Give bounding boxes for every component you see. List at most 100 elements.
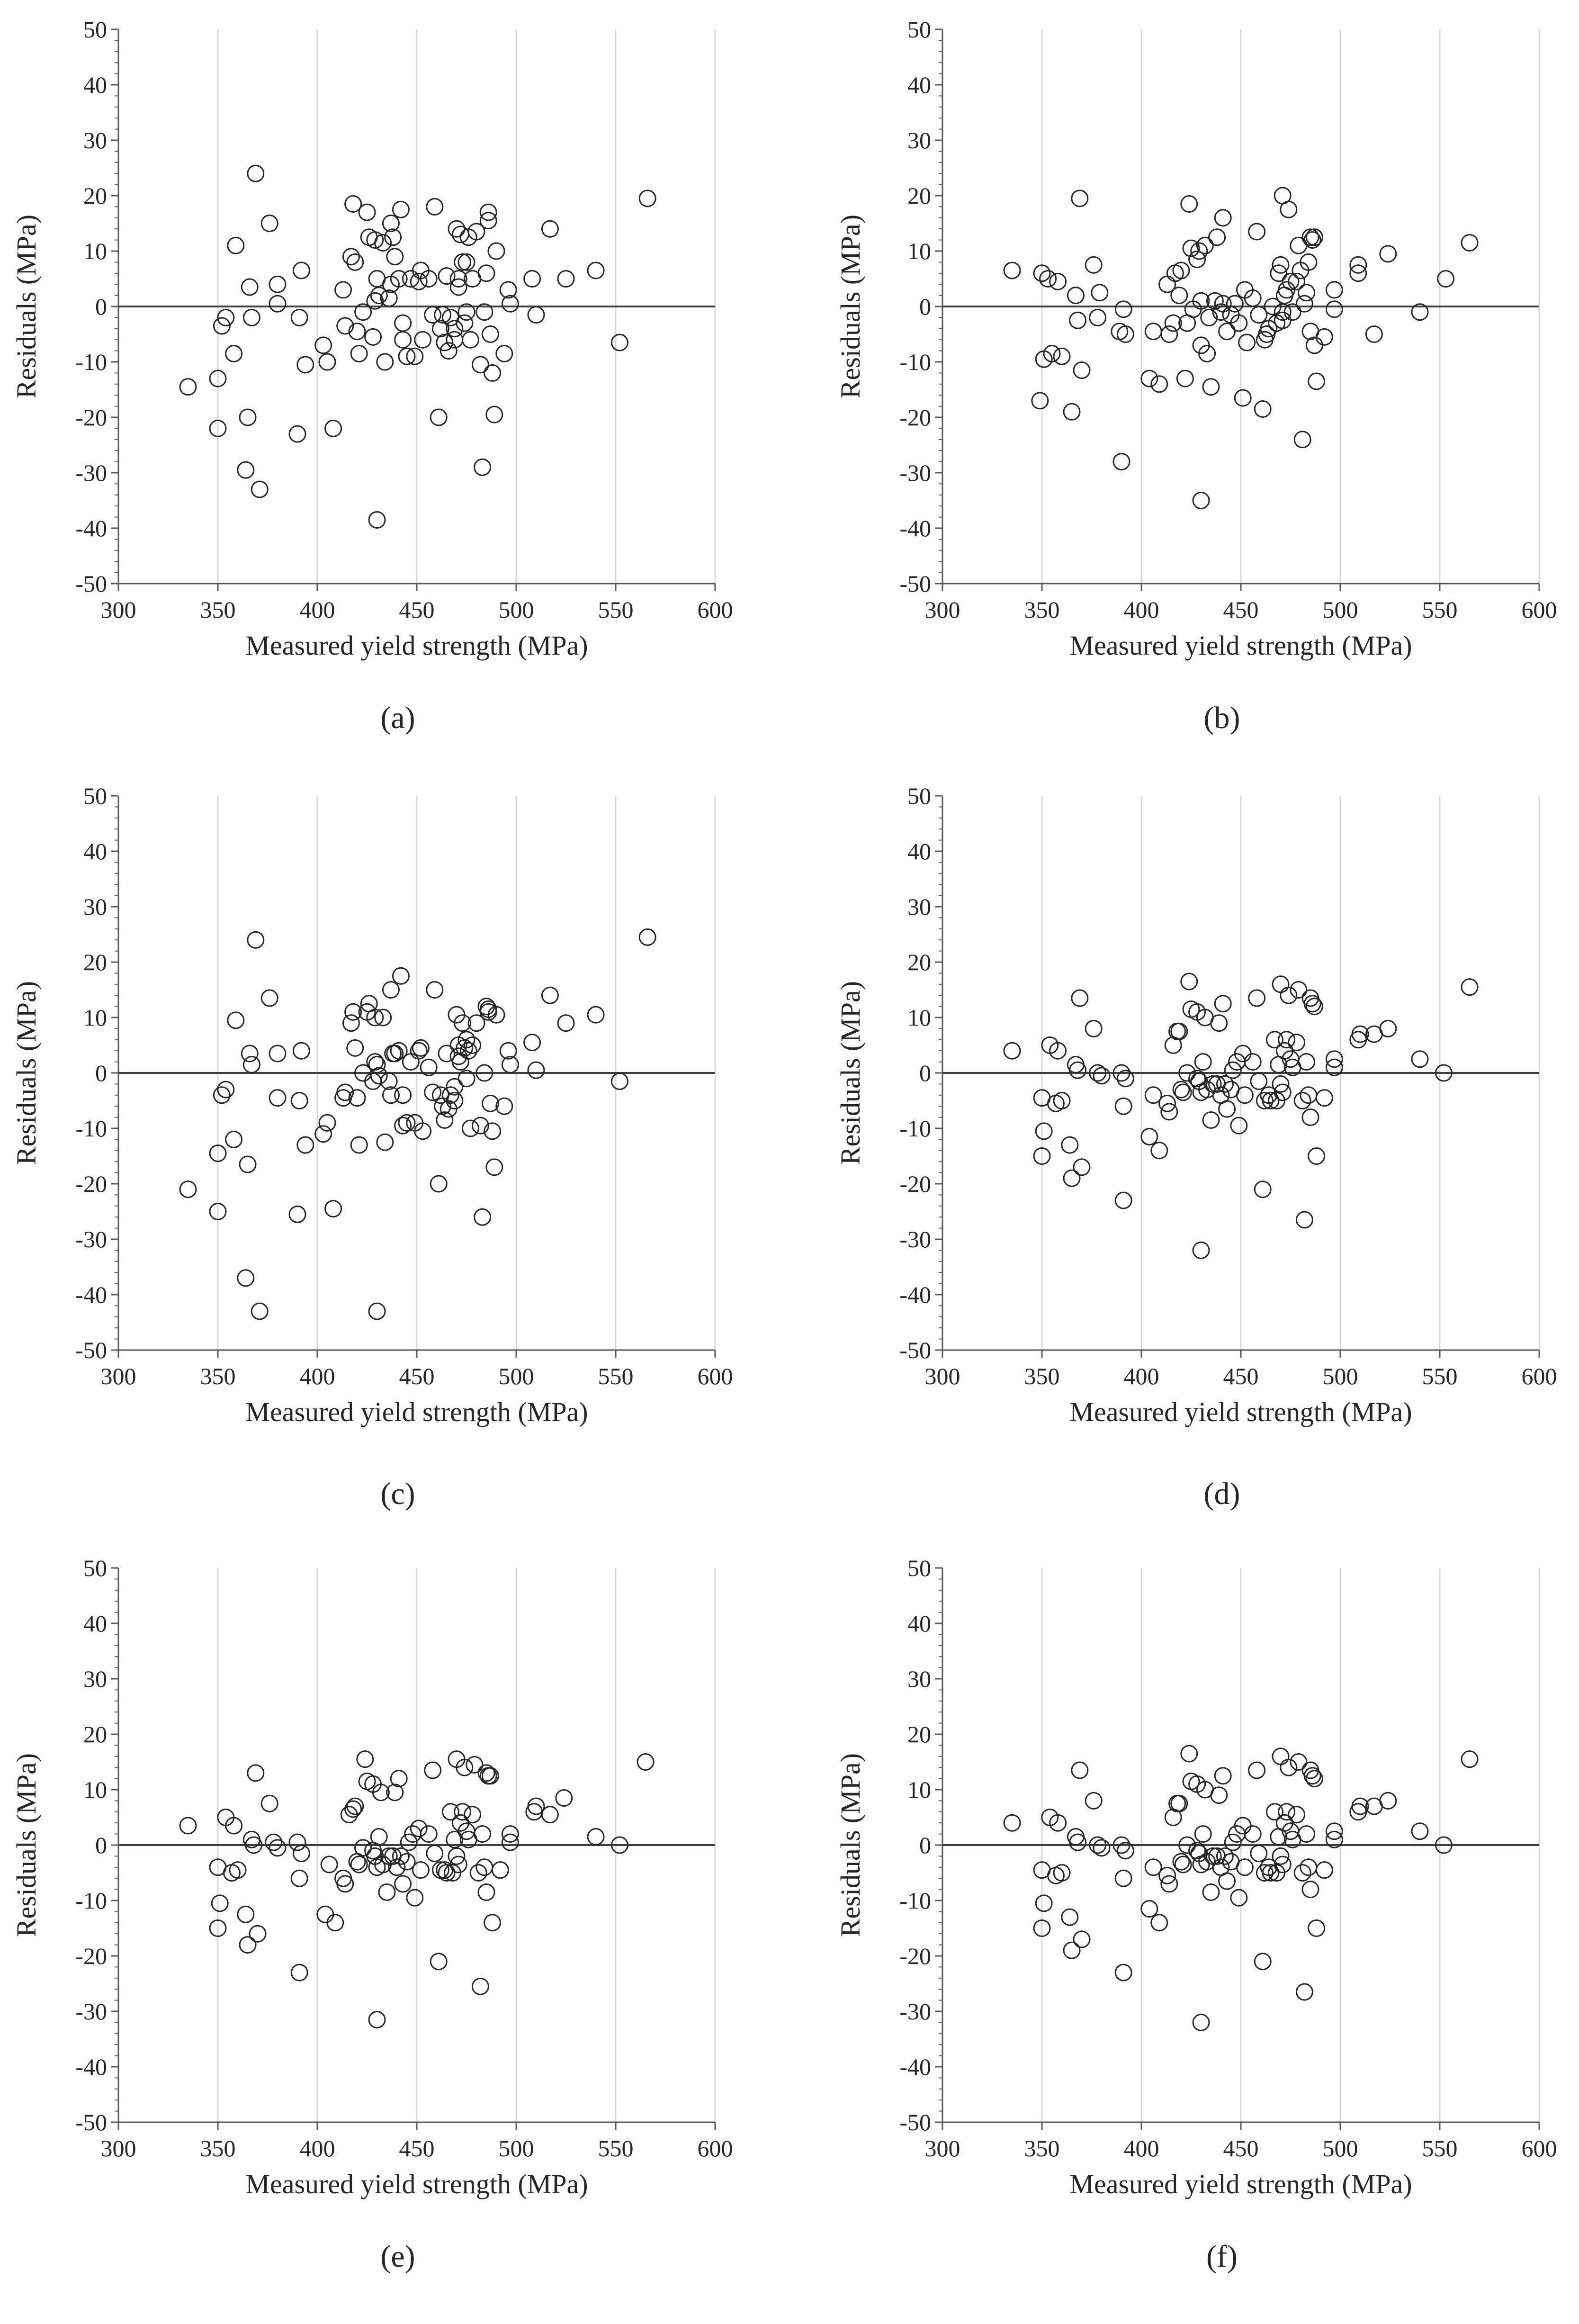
data-point xyxy=(344,1800,362,1818)
data-point xyxy=(1188,251,1206,269)
data-point xyxy=(318,1114,336,1132)
data-point xyxy=(481,325,499,343)
y-tick-label: 40 xyxy=(907,72,931,98)
data-point xyxy=(1202,1111,1220,1129)
data-point xyxy=(213,1086,231,1104)
data-point xyxy=(420,270,438,288)
data-point xyxy=(237,1905,255,1923)
x-tick-label: 300 xyxy=(101,596,136,623)
y-tick-label: 30 xyxy=(907,893,931,920)
y-tick-label: 40 xyxy=(907,838,931,865)
y-tick-label: 30 xyxy=(907,1666,931,1692)
data-point xyxy=(350,1856,368,1874)
x-tick-label: 550 xyxy=(1422,2135,1458,2162)
data-point xyxy=(1262,1864,1280,1882)
data-point xyxy=(474,1208,492,1226)
x-axis-title: Measured yield strength (MPa) xyxy=(245,2169,588,2199)
data-point xyxy=(467,1014,485,1032)
data-point xyxy=(412,1039,430,1057)
data-point xyxy=(1379,245,1397,263)
data-point xyxy=(1150,1914,1168,1932)
data-point xyxy=(1272,1847,1290,1865)
scatter-panel-3: -50 -40 -30 -20 -10 0 10 20 30 40 50 300 350 400 450 50… xyxy=(11,783,733,1511)
data-point xyxy=(1308,1147,1326,1165)
data-point xyxy=(1158,1094,1176,1112)
y-tick-label: 10 xyxy=(907,1776,931,1803)
data-point xyxy=(1278,1803,1296,1821)
data-point xyxy=(1160,1103,1178,1121)
data-point xyxy=(446,320,464,338)
data-point xyxy=(1295,1211,1313,1229)
y-tick-label: 10 xyxy=(907,238,931,264)
data-point xyxy=(1085,1019,1103,1037)
data-point xyxy=(1069,1833,1087,1851)
data-point xyxy=(491,1861,509,1879)
data-point xyxy=(350,1136,368,1154)
data-point xyxy=(1262,1092,1280,1109)
y-tick-label: -30 xyxy=(75,1998,107,2025)
y-tick-label: -20 xyxy=(899,404,931,431)
data-point xyxy=(342,248,360,266)
data-point xyxy=(1236,1858,1254,1876)
data-point xyxy=(410,272,428,290)
data-point xyxy=(1033,264,1051,282)
y-tick-label: 0 xyxy=(95,1060,107,1086)
x-axis-title: Measured yield strength (MPa) xyxy=(1069,630,1412,661)
data-point xyxy=(237,461,255,479)
data-point xyxy=(458,253,475,271)
data-point xyxy=(296,356,314,374)
y-tick-label: 10 xyxy=(83,1776,107,1803)
y-tick-label: 50 xyxy=(83,16,107,43)
data-point xyxy=(314,336,332,354)
data-point xyxy=(487,1006,505,1024)
y-tick-label: 40 xyxy=(83,838,107,865)
data-point xyxy=(501,1055,519,1073)
data-point xyxy=(1214,1767,1232,1785)
y-tick-label: 50 xyxy=(83,1555,107,1581)
data-point xyxy=(1254,400,1272,418)
data-point xyxy=(1288,1806,1306,1824)
data-point xyxy=(320,1856,338,1874)
data-point xyxy=(1295,1983,1313,2001)
data-point xyxy=(394,1086,412,1104)
y-tick-label: 40 xyxy=(83,72,107,98)
data-point xyxy=(1192,2013,1210,2031)
data-point xyxy=(1192,292,1210,310)
data-point xyxy=(477,1764,495,1782)
x-tick-label: 350 xyxy=(1024,2135,1060,2162)
data-point xyxy=(1224,1061,1242,1079)
data-point xyxy=(354,1839,372,1857)
data-point xyxy=(406,347,424,365)
y-tick-label: -30 xyxy=(75,1226,107,1252)
data-point xyxy=(239,1936,257,1954)
data-point xyxy=(1063,403,1081,421)
data-point xyxy=(1218,1100,1236,1118)
data-point xyxy=(1063,1169,1081,1187)
panel-label: (e) xyxy=(380,2239,415,2274)
data-point xyxy=(382,1086,400,1104)
data-point xyxy=(394,331,412,349)
scatter-panel-5: -50 -40 -30 -20 -10 0 10 20 30 40 50 300 350 400 450 50… xyxy=(11,1555,733,2274)
data-point xyxy=(1069,311,1087,329)
data-point xyxy=(1234,389,1252,407)
data-point xyxy=(487,242,505,260)
data-point xyxy=(449,1856,467,1874)
data-point xyxy=(1280,986,1298,1004)
x-tick-label: 350 xyxy=(200,1363,236,1389)
y-tick-label: -50 xyxy=(899,1337,931,1363)
data-point xyxy=(459,1042,477,1060)
scatter-panel-1: -50 -40 -30 -20 -10 0 10 20 30 40 50 300 350 400 450 50… xyxy=(11,16,733,735)
data-point xyxy=(384,228,402,246)
data-point xyxy=(1170,1022,1188,1040)
y-tick-label: 30 xyxy=(83,893,107,920)
data-point xyxy=(434,306,452,324)
data-point xyxy=(1300,253,1318,271)
data-point xyxy=(449,278,467,296)
data-point xyxy=(269,1839,287,1857)
data-point xyxy=(1089,1064,1107,1082)
data-point xyxy=(1003,1814,1021,1832)
x-tick-label: 450 xyxy=(399,596,435,623)
data-point xyxy=(265,1833,283,1851)
data-point xyxy=(336,317,354,335)
data-point xyxy=(481,1767,499,1785)
